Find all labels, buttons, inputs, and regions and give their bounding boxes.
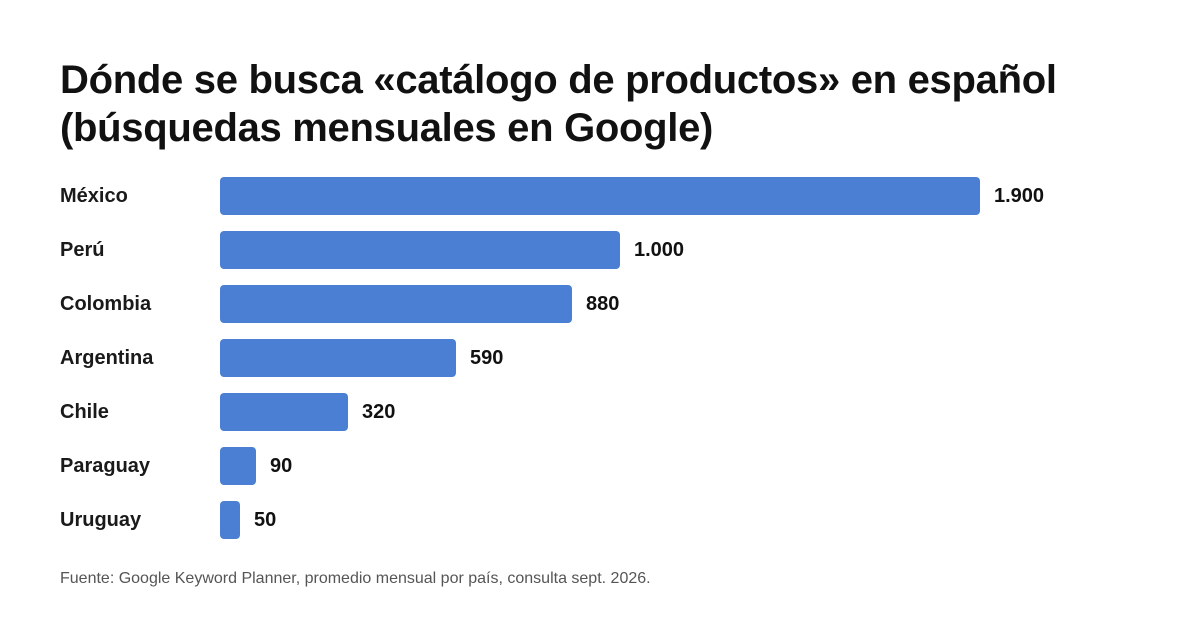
bar xyxy=(220,339,456,377)
bar xyxy=(220,231,620,269)
bar xyxy=(220,393,348,431)
category-label: Argentina xyxy=(60,347,154,369)
category-label: Chile xyxy=(60,401,109,423)
value-label: 1.000 xyxy=(634,239,684,261)
bar xyxy=(220,501,240,539)
category-label: Uruguay xyxy=(60,509,142,531)
category-label: Paraguay xyxy=(60,455,151,477)
value-label: 50 xyxy=(254,509,276,531)
value-label: 880 xyxy=(586,293,619,315)
category-label: Colombia xyxy=(60,293,152,315)
chart-title-line-2: (búsquedas mensuales en Google) xyxy=(60,106,714,150)
category-label: Perú xyxy=(60,239,104,261)
bar xyxy=(220,177,980,215)
bar xyxy=(220,285,572,323)
value-label: 320 xyxy=(362,401,395,423)
chart-title: Dónde se busca «catálogo de productos» e… xyxy=(60,56,1160,152)
value-label: 90 xyxy=(270,455,292,477)
value-label: 1.900 xyxy=(994,185,1044,207)
value-label: 590 xyxy=(470,347,503,369)
source-note: Fuente: Google Keyword Planner, promedio… xyxy=(60,570,651,587)
category-label: México xyxy=(60,185,128,207)
chart-title-line-1: Dónde se busca «catálogo de productos» e… xyxy=(60,58,1057,102)
bar xyxy=(220,447,256,485)
